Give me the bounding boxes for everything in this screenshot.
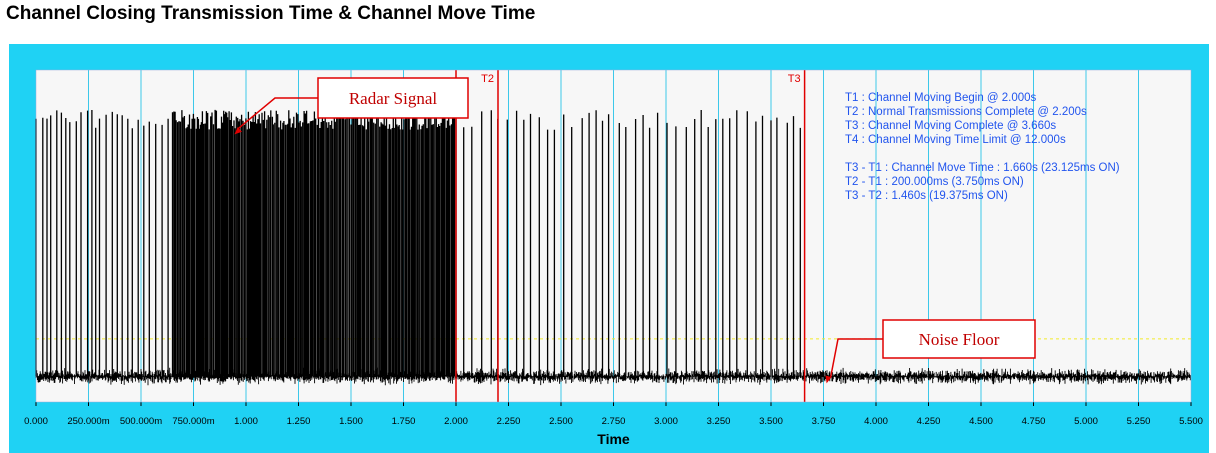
x-axis-label: Time (597, 431, 630, 447)
x-tick-label: 4.250 (917, 416, 941, 427)
chart-title: Channel Closing Transmission Time & Chan… (6, 3, 536, 24)
annotation-leader (829, 338, 883, 378)
x-tick-label: 3.750 (812, 416, 836, 427)
x-tick-label: 4.750 (1022, 416, 1046, 427)
info-line: T3 - T1 : Channel Move Time : 1.660s (23… (845, 162, 1120, 174)
x-tick-label: 5.250 (1127, 416, 1151, 427)
x-tick-label: 500.000m (120, 416, 162, 427)
x-tick-label: 1.250 (287, 416, 311, 427)
info-line: T3 : Channel Moving Complete @ 3.660s (845, 120, 1056, 132)
x-tick-label: 2.750 (602, 416, 626, 427)
x-tick-label: 250.000m (67, 416, 109, 427)
info-line: T3 - T2 : 1.460s (19.375ms ON) (845, 190, 1008, 202)
x-tick-label: 1.000 (234, 416, 258, 427)
marker-t3-label: T3 (788, 73, 801, 85)
x-tick-label: 5.500 (1179, 416, 1203, 427)
plot-border (35, 69, 1192, 403)
x-tick-label: 5.000 (1074, 416, 1098, 427)
x-tick-label: 3.250 (707, 416, 731, 427)
info-line: T4 : Channel Moving Time Limit @ 12.000s (845, 134, 1066, 146)
x-tick-label: 1.500 (339, 416, 363, 427)
annotation-leader (237, 97, 318, 129)
x-tick-label: 4.500 (969, 416, 993, 427)
info-line: T1 : Channel Moving Begin @ 2.000s (845, 92, 1037, 104)
x-tick-label: 2.500 (549, 416, 573, 427)
annotation-arrowhead (825, 375, 832, 384)
x-tick-label: 0.000 (24, 416, 48, 427)
info-line: T2 : Normal Transmissions Complete @ 2.2… (845, 106, 1087, 118)
annotation-label: Noise Floor (919, 330, 1000, 349)
x-tick-label: 3.000 (654, 416, 678, 427)
x-tick-label: 4.000 (864, 416, 888, 427)
annotation-box (882, 319, 1036, 359)
annotation-arrowhead (234, 127, 242, 135)
marker-t2-label: T2 (481, 73, 494, 85)
x-tick-label: 3.500 (759, 416, 783, 427)
x-tick-label: 2.250 (497, 416, 521, 427)
info-line: T2 - T1 : 200.000ms (3.750ms ON) (845, 176, 1024, 188)
x-tick-label: 750.000m (172, 416, 214, 427)
annotation-label: Radar Signal (349, 89, 438, 108)
x-tick-label: 2.000 (444, 416, 468, 427)
x-tick-label: 1.750 (392, 416, 416, 427)
